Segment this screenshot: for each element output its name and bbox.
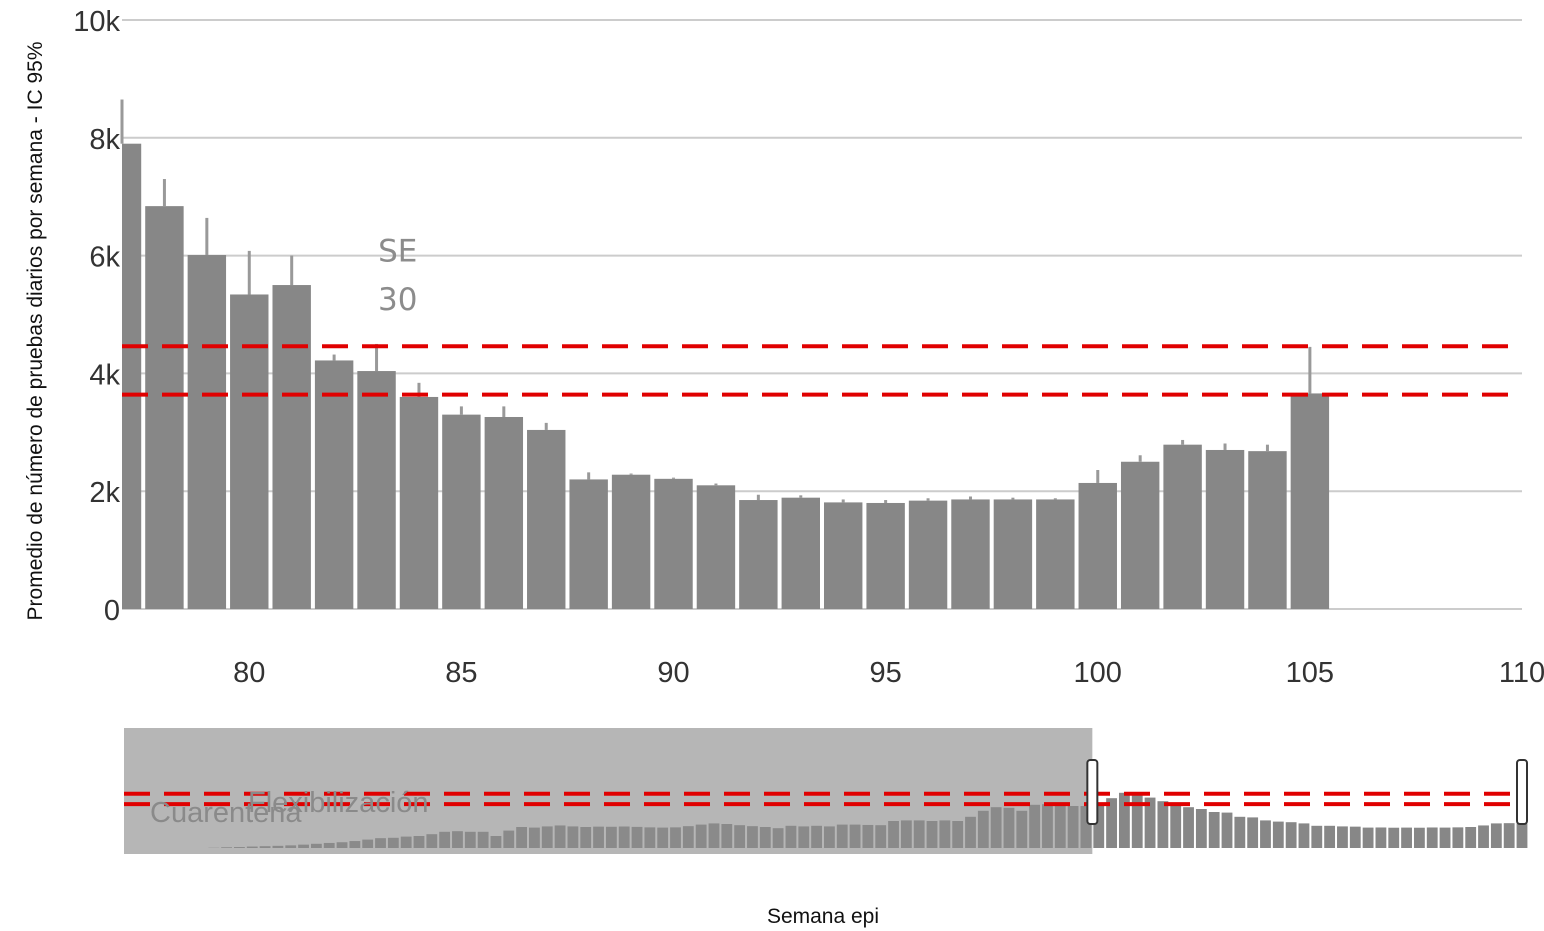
bar xyxy=(1205,449,1245,609)
slider-bar xyxy=(1260,820,1271,848)
slider-bar xyxy=(1375,827,1387,848)
y-tick-label: 2k xyxy=(89,477,120,509)
slider-bar xyxy=(1452,827,1464,848)
x-tick-label: 110 xyxy=(1499,657,1544,689)
slider-bar xyxy=(1285,822,1297,848)
annotation-label: SE xyxy=(378,233,417,269)
annotation-label: 30 xyxy=(378,282,417,318)
y-tick-label: 10k xyxy=(73,6,120,38)
bar xyxy=(696,485,736,609)
bar xyxy=(654,478,693,609)
gridlines xyxy=(122,19,1522,610)
bar xyxy=(1078,482,1117,609)
x-tick-label: 95 xyxy=(870,657,902,689)
slider-label-flexibilizacion: Flexibilización xyxy=(248,787,429,819)
slider-bar xyxy=(1118,792,1130,848)
bar xyxy=(781,497,820,609)
slider-bar xyxy=(1157,801,1169,848)
bar xyxy=(484,416,524,609)
y-tick-labels: 0 2k 4k 6k 8k 10k xyxy=(73,6,120,627)
y-tick-label: 4k xyxy=(89,359,120,391)
bar xyxy=(611,474,651,609)
reference-lines xyxy=(122,344,1522,397)
slider-bar xyxy=(1093,806,1105,848)
slider-bar xyxy=(1144,797,1156,848)
slider-bar xyxy=(1337,826,1348,848)
slider-bar xyxy=(1503,823,1515,848)
bar xyxy=(824,502,863,609)
slider-bar xyxy=(1106,798,1117,848)
bar xyxy=(993,499,1033,609)
x-tick-label: 100 xyxy=(1074,657,1122,689)
bar xyxy=(399,396,439,609)
slider-bar xyxy=(1221,812,1233,848)
bar xyxy=(272,285,311,609)
y-tick-label: 6k xyxy=(89,242,120,274)
slider-bar xyxy=(1208,812,1220,848)
bar xyxy=(1120,461,1160,609)
slider-bar xyxy=(1298,823,1310,848)
annotations: SE 30 xyxy=(378,233,417,317)
y-tick-label: 0 xyxy=(104,595,120,627)
bar xyxy=(442,414,481,609)
bar xyxy=(357,371,396,609)
slider-mask xyxy=(124,728,1093,854)
slider-bar xyxy=(1247,817,1259,848)
slider-bar xyxy=(1170,805,1182,848)
slider-bar xyxy=(1131,792,1143,848)
slider-label-cuarentena: Cuarentena xyxy=(150,797,302,829)
x-tick-label: 105 xyxy=(1286,657,1334,689)
bar xyxy=(866,502,905,609)
slider-bar xyxy=(1426,827,1438,848)
bar xyxy=(527,429,566,609)
bar xyxy=(1290,393,1330,609)
slider-bar xyxy=(1478,825,1489,848)
x-tick-label: 85 xyxy=(445,657,477,689)
slider-bar xyxy=(1362,827,1374,848)
bar xyxy=(1248,451,1287,609)
slider-bar xyxy=(1349,826,1361,848)
slider-bar xyxy=(1311,825,1323,848)
bar xyxy=(314,360,354,609)
x-tick-label: 90 xyxy=(657,657,689,689)
x-tick-label: 80 xyxy=(233,657,265,689)
slider-bar xyxy=(1465,827,1477,848)
bar xyxy=(1163,444,1202,609)
range-slider-left-handle[interactable] xyxy=(1086,759,1099,825)
slider-bar xyxy=(1183,807,1194,848)
x-axis-title: Semana epi xyxy=(767,905,879,928)
x-tick-labels: 80 85 90 95 100 105 110 xyxy=(233,657,1544,689)
slider-bar xyxy=(1324,825,1336,848)
slider-bar xyxy=(1234,816,1246,848)
slider-bar xyxy=(1516,823,1528,848)
bar xyxy=(569,479,608,609)
slider-bar xyxy=(1272,821,1284,848)
bar xyxy=(122,143,142,609)
bar xyxy=(908,500,948,609)
y-axis-title: Promedio de número de pruebas diarios po… xyxy=(24,42,47,621)
slider-bar xyxy=(1388,827,1400,848)
bar xyxy=(951,499,990,609)
slider-bar xyxy=(1401,827,1412,848)
y-tick-label: 8k xyxy=(89,124,120,156)
bar xyxy=(145,206,184,609)
bar xyxy=(739,500,778,609)
bars xyxy=(122,143,1330,610)
range-slider-right-handle[interactable] xyxy=(1516,759,1528,825)
slider-bar xyxy=(1195,809,1207,848)
bar xyxy=(1036,499,1075,609)
slider-bar xyxy=(1439,827,1451,848)
bar xyxy=(187,255,227,610)
slider-bar xyxy=(1490,823,1502,848)
bar xyxy=(230,294,269,609)
slider-bar xyxy=(1413,827,1425,848)
